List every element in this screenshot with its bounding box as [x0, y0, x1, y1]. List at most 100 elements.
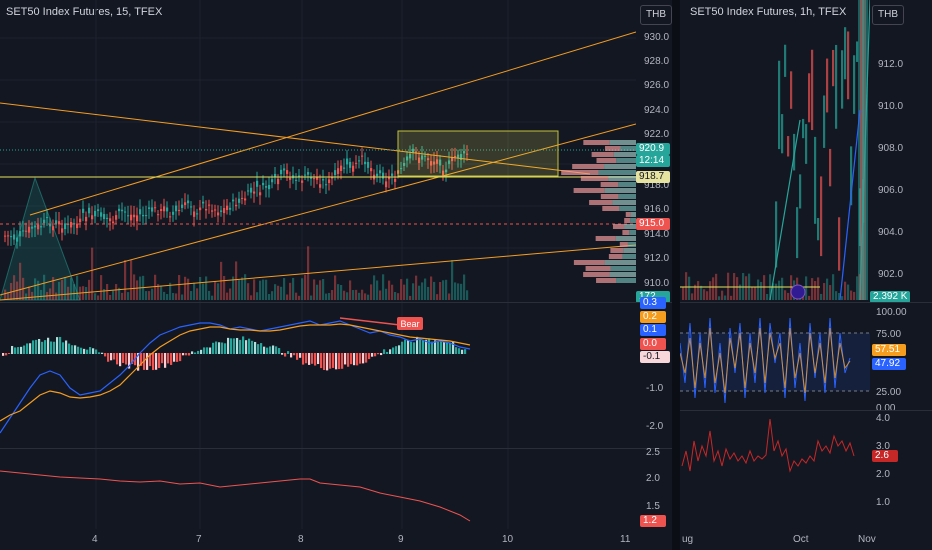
profile-bar	[583, 140, 610, 145]
profile-bar	[595, 236, 616, 241]
profile-bar	[572, 164, 605, 169]
profile-bar	[583, 272, 610, 277]
atr-pane[interactable]	[680, 411, 870, 529]
right-price-axis[interactable]: 912.0 910.0 908.0 906.0 904.0 902.0 2.39…	[870, 0, 932, 303]
volume-bar	[355, 289, 358, 300]
macd-bar	[452, 342, 455, 354]
candle-body	[430, 161, 433, 166]
macd-bar	[56, 337, 59, 354]
macd-bar	[137, 353, 140, 371]
signal-line	[0, 323, 471, 422]
macd-bar	[188, 353, 191, 356]
volume-bar	[100, 275, 103, 300]
volume-bar	[454, 282, 457, 300]
profile-bar	[612, 224, 625, 229]
trendline-lower	[0, 123, 636, 296]
candle-body	[829, 148, 832, 187]
volume-bar	[277, 285, 280, 300]
volume-bar	[412, 283, 415, 300]
candle-body	[166, 207, 169, 212]
atr-badge: 2.6	[872, 450, 898, 462]
volume-bar	[430, 276, 433, 300]
candle-body	[298, 175, 301, 177]
volume-bar	[751, 287, 754, 300]
macd-bar	[29, 343, 32, 354]
event-icon[interactable]	[790, 284, 806, 300]
volume-bar	[847, 284, 850, 300]
volume-bar	[67, 286, 70, 300]
macd-bar	[350, 353, 353, 365]
volume-bar	[805, 276, 808, 300]
left-chart[interactable]: SET50 Index Futures, 15, TFEX THB	[0, 0, 672, 550]
right-time-axis[interactable]: ug Oct Nov	[680, 530, 932, 550]
candle-body	[835, 44, 838, 129]
volume-bar	[241, 277, 244, 300]
macd-axis[interactable]: 0.3 0.2 0.1 0.0 -0.1 -1.0 -2.0	[636, 297, 672, 448]
volume-bar	[697, 281, 700, 300]
time-tick: 8	[298, 534, 304, 545]
candle-body	[325, 184, 328, 186]
left-time-axis[interactable]: 4 7 8 9 10 11	[0, 530, 636, 550]
macd-bar	[338, 353, 341, 370]
stoch-pane[interactable]	[680, 303, 870, 408]
left-price-axis[interactable]: 930.0 928.0 926.0 924.0 922.0 918.0 916.…	[636, 0, 672, 303]
candle-body	[172, 211, 175, 215]
candle-body	[802, 118, 805, 139]
macd-pane[interactable]: Bear	[0, 303, 636, 448]
candle-body	[796, 207, 799, 259]
volume-bar	[727, 272, 730, 300]
macd-bar	[2, 353, 5, 356]
macd-bar	[212, 342, 215, 354]
candle-body	[184, 202, 187, 206]
stoch-badge: 57.51	[872, 344, 906, 356]
candle-body	[205, 209, 208, 211]
stoch-tick: 0.00	[876, 403, 896, 414]
macd-bar	[353, 353, 356, 366]
volume-bar	[385, 288, 388, 300]
time-tick: Nov	[858, 534, 876, 545]
macd-bar	[269, 346, 272, 354]
macd-bar	[428, 338, 431, 354]
macd-bar	[176, 353, 179, 362]
left-main-chart[interactable]	[0, 0, 636, 302]
candle-body	[229, 207, 232, 210]
bear-divergence-line	[339, 317, 401, 326]
macd-bar	[293, 353, 296, 356]
left-currency-button[interactable]: THB	[640, 5, 672, 25]
candle-body	[853, 55, 856, 114]
right-currency-button[interactable]: THB	[872, 5, 904, 25]
last-price-badge: 920.9	[636, 143, 670, 155]
stoch-axis[interactable]: 100.00 75.00 25.00 0.00 57.51 47.92	[870, 303, 932, 414]
candle-body	[262, 182, 265, 186]
macd-bar	[200, 349, 203, 354]
candle-body	[142, 214, 145, 217]
profile-bar	[600, 182, 619, 187]
right-chart[interactable]: SET50 Index Futures, 1h, TFEX THB 912.0 …	[680, 0, 932, 550]
candle-body	[385, 181, 388, 188]
volume-bar	[382, 274, 385, 300]
candle-body	[454, 155, 457, 157]
volume-bar	[328, 293, 331, 300]
volume-bar	[175, 293, 178, 300]
candle-body	[46, 216, 49, 219]
atr-axis[interactable]: 4.0 3.0 2.0 1.0 2.6	[870, 411, 932, 529]
candle-body	[367, 162, 370, 168]
volume-bar	[319, 280, 322, 300]
right-main-chart[interactable]	[680, 0, 870, 302]
macd-bar	[107, 353, 110, 362]
candle-body	[808, 73, 811, 123]
macd-bar	[257, 344, 260, 354]
candle-body	[100, 212, 103, 217]
volume-bar	[232, 276, 235, 300]
bottom-indicator-pane[interactable]	[0, 449, 636, 529]
macd-bar	[221, 342, 224, 354]
volume-bar	[145, 291, 148, 300]
candle-body	[826, 58, 829, 113]
atr-line	[681, 418, 855, 473]
volume-bar	[466, 290, 469, 300]
profile-bar	[600, 194, 619, 199]
candle-body	[307, 172, 310, 175]
bottom-indicator-axis[interactable]: 2.5 2.0 1.5 1.2	[636, 447, 672, 529]
macd-bar	[80, 347, 83, 354]
volume-bar	[850, 290, 853, 300]
